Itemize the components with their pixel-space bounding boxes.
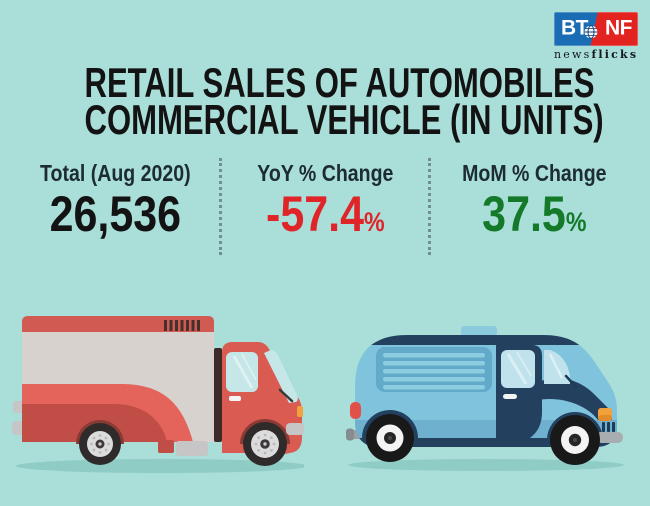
stat-total-value: 26,536 <box>49 186 182 242</box>
logo-bt-text: BT <box>561 16 589 40</box>
stat-yoy: YoY % Change -57.4% <box>218 158 429 255</box>
stat-mom-value: 37.5% <box>482 186 587 242</box>
truck-illustration <box>12 306 308 482</box>
tagline-flicks: flicks <box>591 48 639 61</box>
stat-total-label: Total (Aug 2020) <box>40 160 191 186</box>
truck-svg <box>12 316 308 473</box>
globe-icon <box>584 24 598 39</box>
btnf-logo: BT NF newsflicks <box>554 12 638 61</box>
stats-row: Total (Aug 2020) 26,536 YoY % Change -57… <box>12 158 638 255</box>
van-illustration <box>346 324 626 474</box>
van-svg <box>346 326 624 471</box>
stat-yoy-value: -57.4% <box>265 186 385 242</box>
title-line-1: RETAIL SALES OF AUTOMOBILES <box>84 59 595 106</box>
stat-mom: MoM % Change 37.5% <box>428 158 638 255</box>
page-title: RETAIL SALES OF AUTOMOBILES COMMERCIAL V… <box>0 59 650 143</box>
stat-mom-label: MoM % Change <box>462 160 607 186</box>
logo-tagline: newsflicks <box>554 48 638 61</box>
title-line-2: COMMERCIAL VEHICLE (IN UNITS) <box>84 96 604 143</box>
stat-yoy-label: YoY % Change <box>256 160 394 186</box>
stat-total: Total (Aug 2020) 26,536 <box>12 158 219 255</box>
tagline-news: news <box>554 48 592 61</box>
logo-nf-text: NF <box>605 16 633 40</box>
btnf-logo-box: BT NF <box>554 12 638 46</box>
